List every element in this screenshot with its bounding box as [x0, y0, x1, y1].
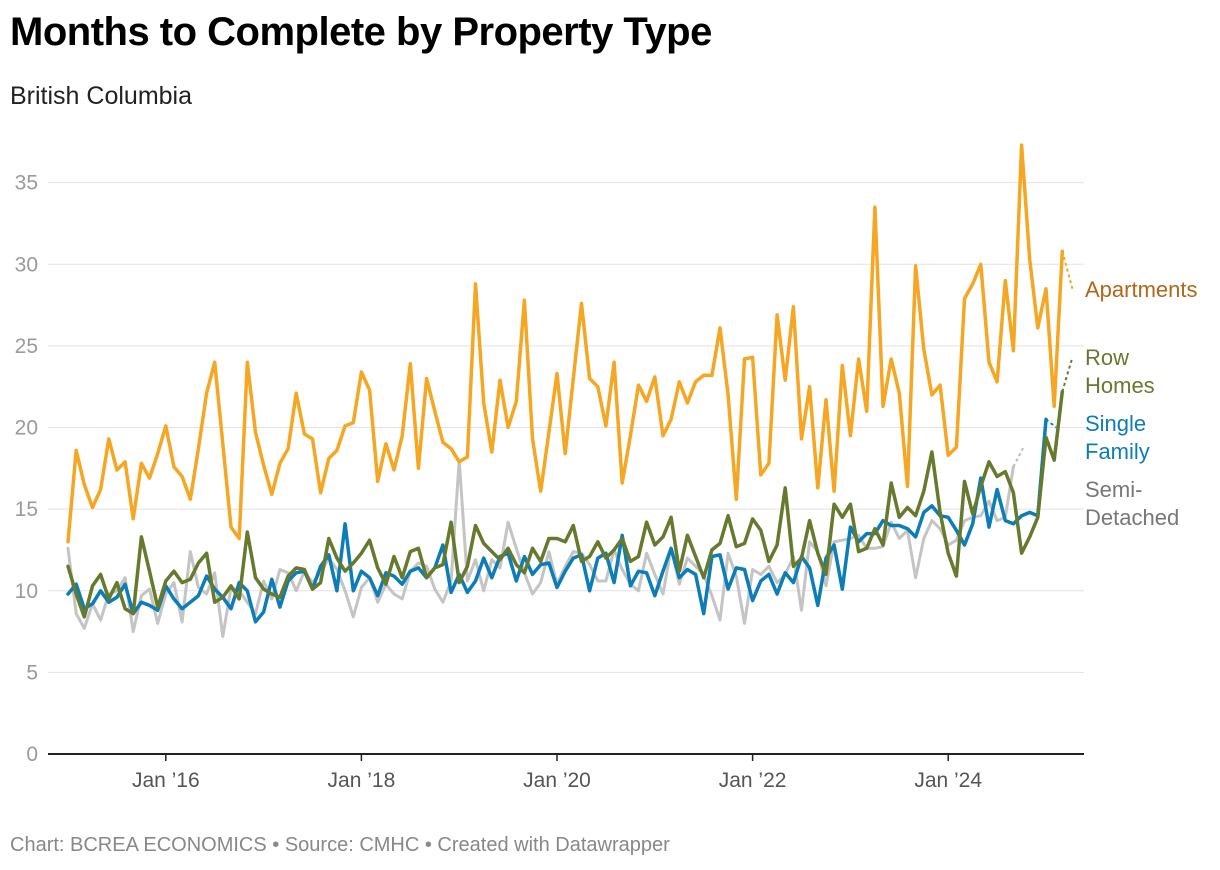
x-tick-label: Jan ’18 [328, 769, 396, 792]
series-labels: Semi- Detached Single Family Row Homes Apartme… [1085, 277, 1198, 530]
x-tick-label: Jan ’24 [914, 769, 982, 792]
y-tick-label: 10 [15, 580, 38, 603]
chart-subtitle: British Columbia [10, 82, 193, 110]
series-line-row-homes [66, 389, 1065, 619]
y-tick-label: 15 [15, 498, 38, 521]
y-axis: 0 5 10 15 20 25 30 35 [15, 172, 1084, 766]
x-axis: Jan ’16 Jan ’18 Jan ’20 Jan ’22 Jan ’24 [132, 754, 982, 792]
label-connector [1012, 446, 1025, 468]
gridlines [48, 182, 1084, 673]
series-label: Homes [1085, 373, 1155, 398]
y-tick-label: 5 [26, 661, 38, 684]
series-label: Semi- [1085, 477, 1142, 502]
series-line-single-family [66, 417, 1048, 624]
y-tick-label: 35 [15, 172, 38, 195]
series-lines [66, 143, 1074, 638]
label-connector [1061, 357, 1074, 392]
series-line-apartments [66, 143, 1065, 544]
series-label: Row [1085, 345, 1129, 370]
x-tick-label: Jan ’22 [719, 769, 787, 792]
y-tick-label: 0 [26, 743, 38, 766]
series-label: Detached [1085, 505, 1179, 530]
x-tick-label: Jan ’20 [523, 769, 591, 792]
label-connector [1061, 250, 1074, 290]
x-tick-label: Jan ’16 [132, 769, 200, 792]
label-connector [1045, 418, 1057, 429]
y-tick-label: 20 [15, 417, 38, 440]
chart-title: Months to Complete by Property Type [10, 10, 712, 54]
series-label: Apartments [1085, 277, 1198, 302]
chart-footer: Chart: BCREA ECONOMICS • Source: CMHC • … [10, 834, 670, 856]
series-label: Family [1085, 439, 1150, 464]
y-tick-label: 30 [15, 253, 38, 276]
y-tick-label: 25 [15, 335, 38, 358]
series-label: Single [1085, 411, 1146, 436]
